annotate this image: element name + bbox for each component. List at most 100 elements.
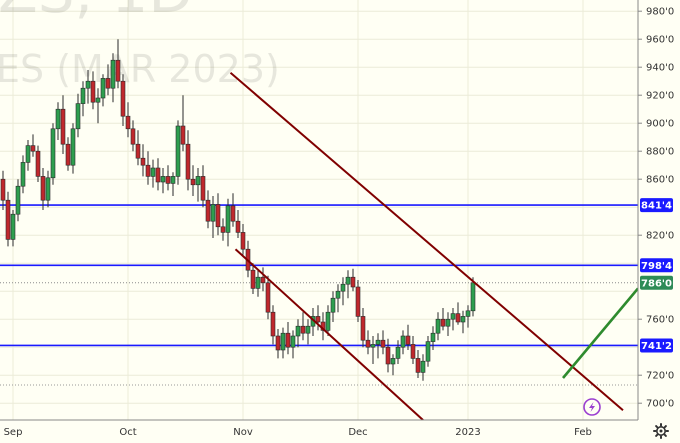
trend-lines[interactable] — [229, 72, 639, 421]
candle — [240, 224, 246, 255]
candle-body — [300, 325, 306, 334]
candle-body — [150, 167, 156, 177]
candle — [50, 123, 56, 185]
candle-body — [60, 108, 66, 145]
candle — [470, 277, 476, 317]
candle-body — [360, 316, 366, 341]
candle — [445, 312, 451, 336]
trend-line[interactable] — [229, 72, 624, 411]
price-tick-label: 860'0 — [646, 175, 674, 186]
candle-body — [65, 143, 71, 166]
candle-body — [230, 205, 236, 222]
candle-body — [370, 344, 376, 348]
candle — [15, 179, 21, 222]
candle-body — [35, 150, 41, 177]
candle — [215, 193, 221, 236]
candle-body — [385, 346, 391, 365]
candle-body — [415, 358, 421, 373]
candle-body — [400, 335, 406, 348]
candle-body — [255, 276, 261, 289]
candle — [200, 165, 206, 208]
gear-icon[interactable] — [653, 423, 669, 439]
candle — [10, 210, 16, 247]
candle — [465, 305, 471, 328]
candle — [440, 308, 446, 331]
candle — [425, 336, 431, 367]
candle-body — [435, 318, 441, 334]
candle-body — [375, 339, 381, 345]
candle — [380, 330, 386, 355]
price-badges: 841'4 798'4 741'2 786'0 — [640, 198, 673, 353]
candle-body — [460, 316, 466, 323]
candle — [195, 168, 201, 202]
price-tick-label: 940'0 — [646, 63, 674, 74]
candle — [180, 95, 186, 152]
watermark-contract: ES (MAR 2023) — [0, 47, 280, 91]
candle — [135, 130, 141, 166]
candle-body — [20, 162, 26, 187]
candle — [25, 140, 31, 171]
candle — [145, 151, 151, 185]
horizontal-levels — [0, 204, 638, 347]
dotted-levels — [0, 282, 638, 386]
price-tick-label: 920'0 — [646, 91, 674, 102]
candle — [345, 270, 351, 299]
price-tick-label: 900'0 — [646, 119, 674, 130]
candle — [155, 158, 161, 191]
candle — [60, 95, 66, 154]
trend-line[interactable] — [562, 287, 639, 379]
level-badge-box — [640, 198, 673, 213]
candle — [415, 350, 421, 378]
symbol-watermark: ZS, 1D ES (MAR 2023) — [0, 0, 280, 91]
candle — [85, 70, 91, 104]
candle — [395, 340, 401, 364]
candle-body — [235, 220, 241, 233]
candle-body — [5, 199, 11, 240]
candle — [270, 305, 276, 345]
grid-lines — [0, 0, 638, 420]
candle-body — [120, 80, 126, 117]
candle-body — [325, 311, 331, 331]
candle-body — [210, 204, 216, 222]
candle — [335, 284, 341, 313]
last-price-badge-label: 786'0 — [641, 278, 672, 289]
candle — [435, 312, 441, 341]
candle — [120, 74, 126, 126]
candle — [460, 310, 466, 334]
candle — [340, 277, 346, 306]
candle — [210, 196, 216, 238]
price-tick-label: 960'0 — [646, 35, 674, 46]
candle-body — [295, 325, 301, 337]
candle — [375, 333, 381, 359]
candle-body — [345, 276, 351, 285]
level-badge-label: 741'2 — [641, 341, 672, 352]
candle-body — [395, 346, 401, 359]
candle-body — [340, 283, 346, 292]
candle — [285, 322, 291, 355]
candle-body — [215, 204, 221, 228]
candle-body — [10, 213, 16, 240]
candle — [175, 120, 181, 185]
candle-body — [170, 176, 176, 184]
candle-body — [145, 164, 151, 177]
candle — [230, 193, 236, 227]
candle-body — [190, 178, 196, 186]
lightning-icon[interactable] — [583, 398, 601, 416]
candle-body — [270, 311, 276, 337]
candle-body — [285, 332, 291, 348]
candle-body — [50, 128, 56, 179]
candle — [55, 102, 61, 140]
candle-body — [350, 276, 356, 288]
candle-body — [280, 332, 286, 351]
candle-body — [355, 286, 361, 317]
candle-body — [455, 313, 461, 323]
candle-body — [240, 232, 246, 250]
candle — [290, 330, 296, 359]
candle-body — [405, 335, 411, 345]
candle — [315, 305, 321, 331]
trend-line[interactable] — [234, 248, 424, 421]
candle-body — [275, 335, 281, 351]
candle-body — [135, 143, 141, 159]
